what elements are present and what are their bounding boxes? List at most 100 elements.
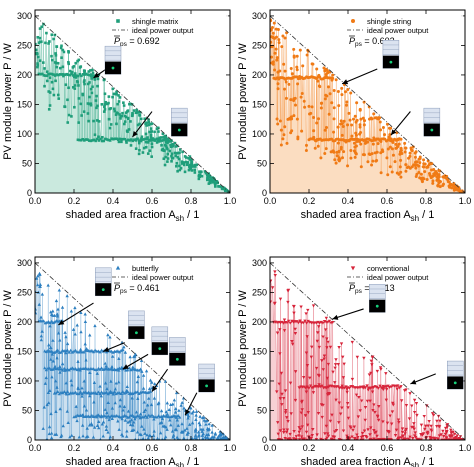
data-point bbox=[344, 90, 348, 94]
data-point bbox=[135, 108, 139, 112]
data-point bbox=[408, 154, 412, 158]
data-point bbox=[158, 431, 163, 435]
data-point bbox=[147, 390, 151, 394]
data-point bbox=[67, 50, 70, 54]
data-point bbox=[315, 433, 319, 437]
data-point bbox=[137, 141, 141, 145]
data-point bbox=[183, 428, 187, 432]
data-point bbox=[382, 437, 386, 440]
data-point bbox=[393, 160, 397, 164]
data-point bbox=[365, 399, 370, 403]
data-point bbox=[353, 437, 357, 440]
data-point bbox=[429, 437, 434, 440]
shading-inset-icon bbox=[95, 267, 112, 297]
data-point bbox=[162, 138, 165, 142]
data-point bbox=[142, 400, 146, 404]
data-point bbox=[88, 333, 92, 337]
data-point bbox=[43, 366, 47, 370]
data-point bbox=[200, 174, 204, 178]
data-point bbox=[111, 87, 115, 91]
arrow-head bbox=[58, 319, 65, 325]
data-point bbox=[273, 274, 277, 278]
data-point bbox=[306, 308, 310, 312]
data-point bbox=[59, 350, 63, 354]
data-point bbox=[210, 423, 214, 427]
data-point bbox=[411, 145, 415, 149]
data-point bbox=[44, 376, 48, 380]
data-point bbox=[282, 329, 287, 333]
data-point bbox=[89, 69, 92, 72]
data-point bbox=[86, 138, 89, 141]
data-point bbox=[75, 419, 79, 423]
data-point bbox=[91, 68, 94, 72]
data-point bbox=[95, 415, 99, 419]
data-point bbox=[100, 422, 105, 426]
data-point bbox=[407, 417, 412, 421]
data-point bbox=[341, 376, 346, 380]
data-point bbox=[91, 435, 96, 439]
data-point bbox=[58, 338, 62, 342]
data-point bbox=[198, 175, 201, 178]
data-point bbox=[163, 138, 167, 141]
data-point bbox=[100, 135, 104, 139]
data-point bbox=[400, 427, 405, 431]
data-point bbox=[103, 381, 108, 385]
data-point bbox=[337, 401, 342, 405]
data-point bbox=[304, 312, 308, 316]
data-point bbox=[76, 80, 79, 84]
data-point bbox=[89, 73, 93, 76]
data-point bbox=[66, 121, 70, 124]
pps-value: Pps = 0.602 bbox=[349, 36, 395, 48]
data-point bbox=[404, 163, 408, 167]
data-point bbox=[346, 123, 350, 127]
data-point bbox=[211, 181, 215, 184]
data-point bbox=[60, 44, 63, 48]
data-point bbox=[307, 386, 311, 390]
data-point bbox=[219, 431, 224, 435]
data-point bbox=[50, 352, 55, 356]
data-point bbox=[55, 73, 59, 76]
data-point bbox=[53, 320, 57, 324]
data-point bbox=[333, 366, 337, 370]
data-point bbox=[326, 362, 331, 367]
data-point bbox=[198, 414, 202, 418]
data-point bbox=[133, 138, 136, 142]
data-point bbox=[187, 157, 190, 160]
data-point bbox=[399, 399, 404, 403]
data-point bbox=[288, 381, 293, 385]
data-point bbox=[95, 137, 99, 141]
data-point bbox=[325, 337, 329, 341]
data-point bbox=[451, 430, 455, 434]
data-point bbox=[95, 106, 98, 110]
data-point bbox=[165, 412, 170, 416]
data-point bbox=[324, 316, 329, 320]
data-point bbox=[283, 437, 287, 440]
data-point bbox=[399, 385, 403, 389]
data-point bbox=[349, 426, 353, 430]
data-point bbox=[55, 356, 59, 360]
data-point bbox=[94, 99, 98, 102]
data-point bbox=[73, 74, 77, 77]
data-point bbox=[423, 424, 428, 428]
data-point bbox=[100, 139, 104, 143]
data-point bbox=[107, 418, 111, 422]
data-point bbox=[40, 292, 45, 296]
data-point bbox=[99, 137, 102, 141]
data-point bbox=[80, 386, 84, 390]
data-point bbox=[201, 427, 205, 431]
data-point bbox=[324, 328, 328, 332]
data-point bbox=[385, 156, 389, 160]
data-point bbox=[165, 137, 169, 141]
data-point bbox=[372, 403, 376, 407]
data-point bbox=[175, 144, 179, 148]
data-point bbox=[137, 391, 141, 396]
data-point bbox=[36, 55, 40, 59]
data-point bbox=[36, 35, 40, 39]
data-point bbox=[295, 65, 299, 69]
data-point bbox=[81, 73, 85, 76]
data-point bbox=[432, 167, 436, 171]
data-point bbox=[90, 91, 94, 95]
y-tick-label: 0 bbox=[262, 188, 267, 198]
data-point bbox=[285, 141, 289, 145]
data-point bbox=[139, 433, 143, 437]
